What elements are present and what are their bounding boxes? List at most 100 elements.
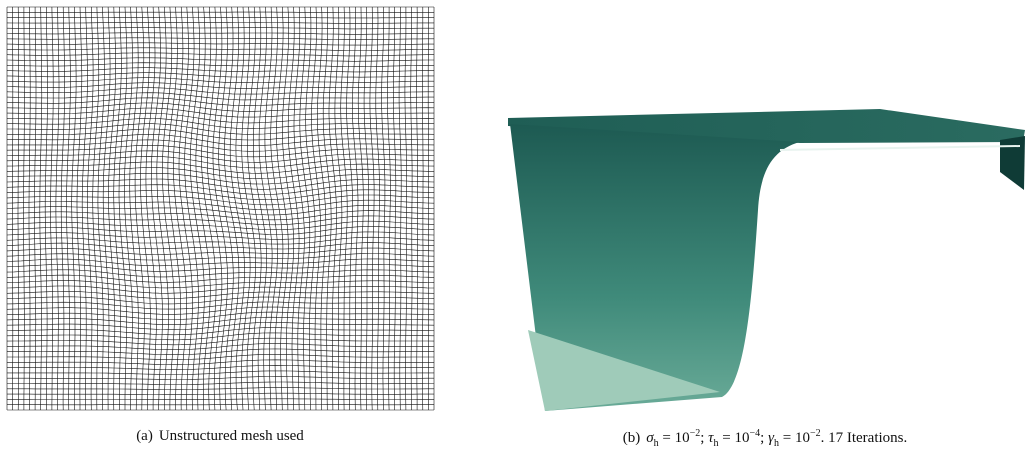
mesh-line [6,274,435,283]
mesh-line [311,6,321,411]
mesh-line [253,6,268,411]
mesh-line [6,236,435,245]
surface-highlight [779,145,1021,151]
mesh-line [387,7,391,411]
mesh-line [6,247,435,255]
mesh-line [6,348,434,356]
caption-text: ; [700,430,709,446]
mesh-line [334,6,343,411]
caption-text: ; [760,430,769,446]
surface-side [1000,136,1025,190]
surface-wall [510,124,800,411]
mesh-line [7,376,434,380]
mesh-line [7,364,434,370]
mesh-line [6,337,435,346]
mesh-line [7,392,434,395]
caption-text: γ [768,430,774,446]
caption-text: . 17 Iterations. [820,430,908,446]
caption-text: = 10 [779,430,810,446]
mesh-line [293,6,305,411]
mesh-line [6,258,435,267]
surface-figure [508,109,1025,411]
mesh-line [6,210,435,221]
mesh-line [346,6,353,411]
mesh-line [7,370,434,375]
mesh-line [375,6,380,411]
mesh-line [363,6,370,411]
mesh-line [6,285,435,294]
mesh-line [6,322,435,331]
mesh-line [7,398,434,401]
caption-text: −4 [749,428,761,439]
mesh-line [6,220,435,231]
caption-text: h [774,438,779,449]
mesh-line [6,301,435,310]
mesh-line [369,6,375,411]
mesh-line [6,343,434,351]
mesh-line [392,7,397,411]
caption-text: −2 [809,428,821,439]
caption: (a) Unstructured mesh used [136,428,304,445]
mesh-line [352,6,359,411]
mesh-line [6,316,435,325]
caption-text: = 10 [718,430,750,446]
mesh-figure [6,6,435,411]
mesh-line [229,6,245,411]
mesh-line [241,6,257,411]
mesh-line [7,387,434,390]
mesh-line [6,306,435,315]
mesh-line [224,6,240,411]
mesh-line [410,6,413,410]
surface-top [508,109,1025,143]
mesh-line [416,6,418,410]
mesh-line [6,242,435,250]
mesh-line [212,6,228,411]
mesh-line [7,381,434,385]
mesh-line [276,6,289,411]
mesh-line [316,6,327,410]
mesh-line [6,296,435,305]
mesh-line [7,359,434,365]
caption-text: = 10 [658,430,690,446]
mesh-line [6,231,435,240]
mesh-line [258,6,273,411]
caption-text: −2 [689,428,701,439]
mesh-line [381,6,386,411]
mesh-line [247,6,262,411]
caption-text: τ [708,430,714,446]
mesh-line [6,253,435,261]
mesh-line [7,354,434,361]
mesh-line [6,332,435,341]
mesh-line [404,7,408,411]
mesh-line [6,215,435,226]
mesh-line [6,226,435,235]
mesh-line [398,7,402,411]
mesh-line [299,6,311,411]
mesh-line [287,6,300,411]
mesh-line [6,291,435,299]
mesh [6,6,435,411]
mesh-line [322,6,332,411]
mesh-line [6,311,435,320]
mesh-line [270,6,284,411]
caption-label: (a) [136,428,153,444]
mesh-line [264,6,278,411]
caption: (b) σh = 10−2; τh = 10−4; γh = 10−2. 17 I… [623,428,908,449]
caption-label: (b) [622,430,641,446]
mesh-line [6,280,435,289]
mesh-line [357,6,364,411]
mesh-line [6,269,435,278]
mesh-line [6,264,435,272]
mesh-line [235,6,251,411]
surface-floor [528,330,720,411]
caption-text: Unstructured mesh used [158,428,304,444]
mesh-line [6,327,435,336]
mesh-line [305,6,316,411]
caption-text: h [713,438,719,449]
caption-text: σ [646,430,654,446]
mesh-line [422,7,424,411]
mesh-line [281,6,295,411]
mesh-line [340,6,348,411]
mesh-line [218,6,234,411]
